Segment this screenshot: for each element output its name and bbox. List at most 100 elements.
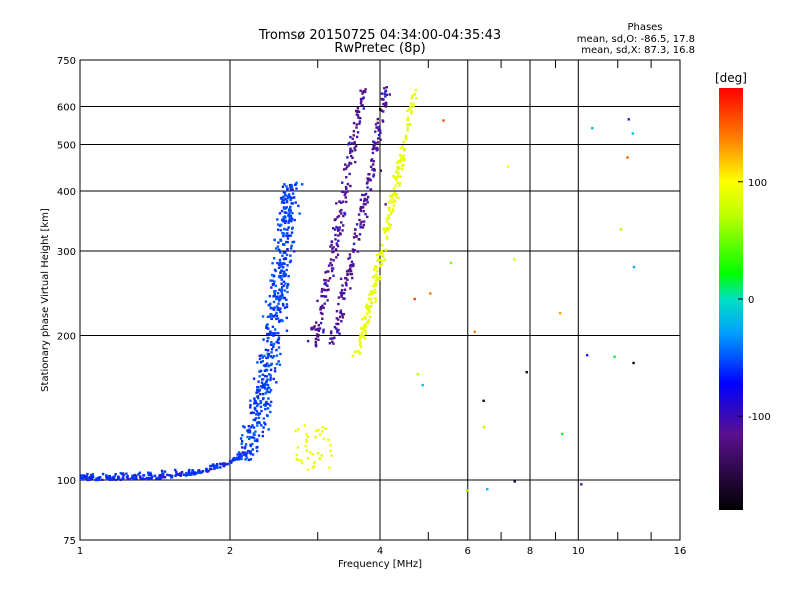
data-point — [361, 328, 365, 331]
data-point — [403, 157, 406, 160]
data-point — [282, 266, 285, 269]
data-point — [285, 240, 288, 244]
data-point — [295, 458, 298, 461]
data-point — [187, 470, 191, 473]
data-point — [291, 188, 294, 191]
data-point — [327, 288, 330, 291]
data-point — [256, 424, 259, 427]
data-point — [286, 187, 289, 190]
data-point — [286, 232, 289, 235]
data-point — [273, 306, 276, 309]
data-point — [284, 221, 287, 225]
data-point — [326, 299, 329, 302]
data-point — [279, 229, 283, 232]
data-point — [360, 331, 364, 334]
data-point — [265, 332, 269, 336]
data-point — [277, 341, 280, 345]
data-point — [411, 94, 414, 98]
data-point — [251, 436, 254, 439]
data-point — [373, 144, 376, 147]
colorbar-tick-label: -100 — [748, 412, 771, 423]
data-point — [255, 413, 258, 416]
data-point — [249, 411, 253, 415]
data-point — [117, 477, 120, 480]
data-point — [374, 147, 377, 150]
x-tick-label: 6 — [465, 546, 471, 557]
data-point — [399, 146, 402, 150]
data-point — [330, 267, 334, 270]
data-point — [281, 185, 285, 188]
x-tick-label: 10 — [572, 546, 585, 557]
data-point — [378, 275, 381, 278]
data-point — [486, 487, 489, 491]
data-point — [525, 370, 528, 374]
data-point — [244, 445, 247, 449]
data-point — [275, 314, 279, 318]
data-point — [280, 201, 284, 204]
data-point — [320, 287, 324, 291]
data-point — [287, 226, 290, 229]
data-point — [279, 352, 282, 356]
data-point — [343, 213, 347, 216]
data-point — [341, 316, 345, 319]
data-point — [266, 362, 269, 365]
data-point — [157, 476, 161, 480]
data-point — [352, 121, 356, 125]
data-point — [264, 392, 267, 395]
data-point — [87, 477, 90, 480]
data-point — [269, 410, 272, 414]
data-point — [287, 213, 290, 217]
data-point — [340, 293, 343, 297]
data-point — [336, 227, 339, 230]
data-point — [294, 429, 297, 433]
data-point — [369, 292, 372, 295]
phases-o-stats: mean, sd,O: -86.5, 17.8 — [577, 34, 695, 45]
data-point — [269, 389, 273, 392]
data-point — [279, 274, 282, 278]
data-point — [363, 315, 367, 319]
data-point — [364, 88, 367, 91]
data-point — [289, 247, 293, 250]
data-point — [371, 163, 375, 166]
data-point — [269, 363, 273, 367]
data-point — [188, 468, 191, 472]
data-point — [128, 478, 132, 481]
data-point — [353, 232, 357, 235]
data-point — [264, 404, 267, 407]
data-point — [345, 270, 349, 273]
data-point — [360, 334, 364, 337]
data-point — [305, 449, 309, 452]
data-point — [318, 327, 322, 330]
data-point — [257, 416, 261, 419]
data-point — [288, 195, 291, 199]
data-point — [370, 304, 373, 308]
data-point — [268, 294, 272, 298]
data-point — [219, 466, 222, 469]
data-point — [112, 476, 116, 480]
data-point — [158, 474, 161, 477]
data-point — [297, 428, 300, 431]
data-point — [391, 208, 395, 211]
data-point — [369, 188, 372, 192]
data-point — [273, 367, 277, 370]
data-point — [506, 165, 509, 168]
data-point — [374, 123, 378, 126]
data-point — [257, 412, 260, 415]
data-point — [346, 190, 349, 193]
data-point — [367, 319, 370, 323]
data-point — [347, 257, 350, 260]
data-point — [398, 159, 401, 163]
data-point — [257, 390, 260, 393]
data-point — [400, 168, 404, 171]
data-point — [392, 198, 396, 202]
data-point — [343, 288, 347, 291]
data-point — [249, 406, 252, 409]
data-point — [283, 207, 286, 210]
data-point — [402, 154, 405, 157]
data-point — [359, 222, 362, 225]
data-point — [335, 256, 338, 259]
data-point — [222, 464, 225, 468]
data-point — [344, 196, 347, 199]
data-point — [285, 199, 289, 203]
data-point — [385, 93, 389, 97]
